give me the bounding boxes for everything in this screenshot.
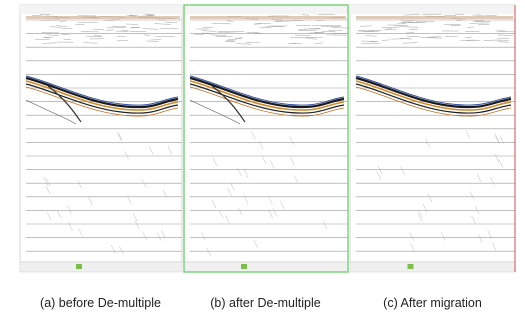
footer-icon bbox=[76, 264, 82, 269]
panel-footer bbox=[350, 262, 515, 272]
caption: (a) before De-multiple bbox=[18, 296, 183, 310]
panel-bg bbox=[20, 5, 182, 262]
seafloor bbox=[356, 16, 513, 19]
seismic-panel bbox=[350, 5, 515, 272]
footer-icon bbox=[408, 264, 414, 269]
seafloor bbox=[190, 16, 346, 19]
figure bbox=[0, 0, 525, 290]
panel-bg bbox=[184, 5, 348, 262]
panel-footer bbox=[184, 262, 348, 272]
panel-header bbox=[20, 5, 182, 14]
seafloor bbox=[26, 16, 180, 19]
panel-footer bbox=[20, 262, 182, 272]
seismic-panel bbox=[184, 5, 350, 272]
caption: (b) after De-multiple bbox=[183, 296, 348, 310]
panel-header bbox=[184, 5, 348, 14]
caption: (c) After migration bbox=[350, 296, 515, 310]
footer-icon bbox=[241, 264, 247, 269]
panel-header bbox=[350, 5, 515, 14]
seismic-panel bbox=[20, 5, 182, 272]
